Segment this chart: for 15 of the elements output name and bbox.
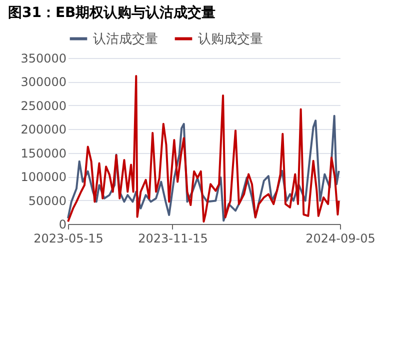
line-series — [67, 114, 340, 222]
y-tick-label: 50000 — [28, 194, 66, 208]
legend-label: 认沽成交量 — [93, 30, 158, 47]
chart-title: 图31：EB期权认购与认沽成交量 — [8, 4, 216, 21]
legend-label: 认购成交量 — [198, 30, 263, 47]
y-tick-label: 150000 — [20, 146, 66, 160]
x-tick-label: 2024-09-05 — [306, 232, 376, 246]
y-tick-label: 100000 — [20, 170, 66, 184]
x-tick-label: 2023-11-15 — [138, 232, 208, 246]
y-tick-label: 350000 — [20, 52, 66, 66]
y-tick-label: 200000 — [20, 122, 66, 137]
y-tick-label: 300000 — [20, 75, 66, 90]
y-tick-label: 250000 — [20, 98, 66, 113]
y-tick-label: 0 — [58, 218, 66, 232]
x-tick-label: 2023-05-15 — [34, 232, 104, 246]
